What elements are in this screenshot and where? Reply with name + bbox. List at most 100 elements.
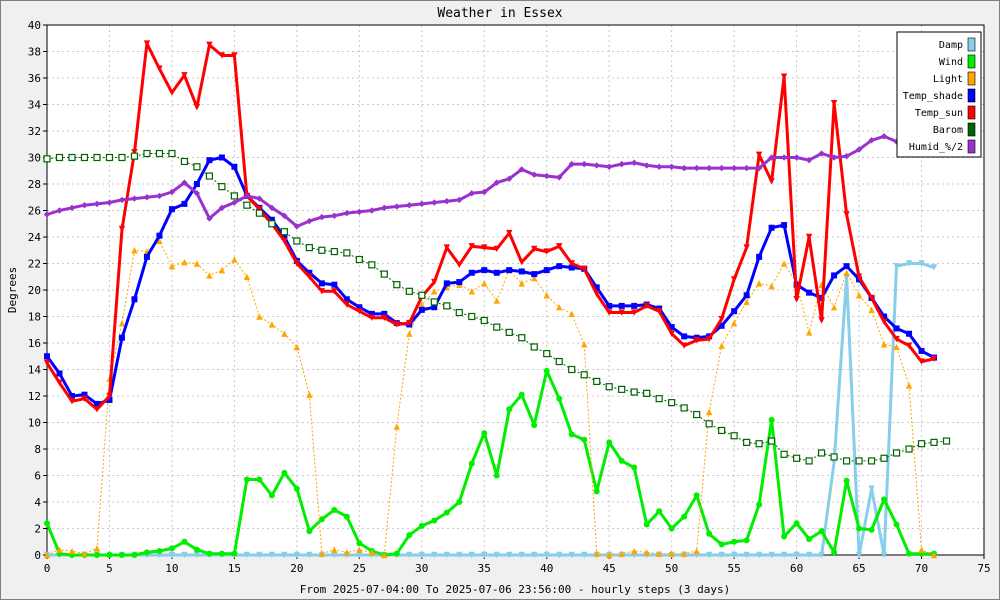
data-point-temp-sun [143,40,151,47]
data-point-barom [568,365,576,374]
data-point-wind [681,513,688,520]
data-point-barom [455,308,463,317]
data-point-barom [218,183,226,191]
legend: Damp Wind Light Temp_shade Temp_sun Barom Humi… [896,31,982,158]
data-point-barom [867,457,876,465]
data-point-barom [443,302,451,310]
data-point-wind [568,431,575,438]
data-point-temp-sun [930,355,938,363]
data-point-temp-shade [843,263,850,270]
data-point-temp-sun [118,225,126,233]
data-point-temp-shade [418,306,425,313]
data-point-temp-sun [56,379,63,386]
data-point-temp-sun [768,178,775,185]
data-point-damp [893,262,900,270]
data-point-wind [643,521,650,528]
data-point-light [381,551,388,559]
data-point-temp-shade [556,263,563,270]
data-point-light [193,260,201,267]
data-point-light [743,298,750,306]
data-point-damp [718,551,725,559]
data-point-temp-shade [56,370,63,377]
data-point-temp-shade [181,200,188,207]
data-point-temp-shade [668,324,675,331]
y-tick-label: 18 [28,311,41,324]
data-point-humid-2 [855,146,863,153]
data-point-damp [506,551,513,559]
data-point-temp-shade [131,296,138,303]
data-point-damp [930,264,938,271]
data-point-humid-2 [655,163,663,170]
data-point-wind [793,520,800,527]
data-point-humid-2 [343,209,351,217]
data-point-temp-sun [880,318,888,325]
data-point-temp-shade [143,253,150,260]
data-point-barom [643,389,651,397]
data-point-barom [130,152,139,160]
series-temp-shade [44,154,938,407]
data-point-wind [518,391,525,398]
data-point-temp-shade [306,269,313,276]
data-point-wind [856,525,863,532]
data-point-temp-sun [818,317,825,324]
data-point-temp-sun [218,52,226,59]
data-point-temp-shade [456,279,463,286]
data-point-temp-sun [68,398,76,405]
data-point-temp-sun [868,294,875,302]
data-point-temp-shade [156,232,163,239]
data-point-temp-sun [256,205,263,213]
data-point-barom [543,350,551,358]
data-point-barom [168,149,176,158]
data-point-light [431,288,438,295]
data-point-humid-2 [668,163,675,170]
data-point-barom [418,291,426,299]
legend-label: Humid_%/2 [909,142,963,153]
data-point-barom [530,343,538,351]
data-point-humid-2 [368,207,376,214]
y-tick-label: 10 [28,417,41,430]
data-point-wind [44,520,50,527]
data-point-temp-sun [918,358,925,365]
data-point-light [543,292,550,299]
data-point-temp-shade [743,292,750,299]
data-point-wind [831,549,838,556]
data-point-barom [755,440,763,448]
data-point-light [643,549,650,556]
data-point-barom [480,316,488,325]
data-point-barom [805,457,813,465]
data-point-humid-2 [581,160,588,168]
data-point-damp [880,551,888,559]
data-point-light [368,549,376,556]
data-point-wind [556,395,563,402]
data-point-barom [705,420,713,428]
data-point-wind [293,485,300,492]
data-point-temp-sun [443,244,450,251]
data-point-barom [193,163,201,171]
data-point-temp-shade [431,304,438,311]
data-point-barom [230,192,238,200]
data-point-humid-2 [818,150,825,157]
y-tick-label: 14 [28,364,42,377]
data-point-humid-2 [56,207,63,214]
data-point-temp-sun [131,149,138,156]
data-point-humid-2 [630,159,638,166]
series-barom [43,149,951,465]
x-tick-label: 25 [353,562,366,575]
data-point-humid-2 [705,164,713,172]
data-point-wind [131,552,138,558]
data-point-temp-shade [318,280,325,287]
data-point-wind [543,367,550,374]
data-point-barom [555,357,563,366]
data-point-wind [468,460,475,467]
legend-label: Temp_sun [915,108,963,119]
data-point-wind [906,550,913,557]
data-point-temp-sun [531,245,538,253]
data-point-temp-shade [731,308,738,315]
data-point-wind [606,439,613,446]
data-point-barom [180,157,189,166]
x-tick-label: 10 [165,562,178,575]
data-point-barom [580,371,588,379]
data-point-temp-shade [44,353,50,360]
legend-label: Damp [939,40,963,51]
